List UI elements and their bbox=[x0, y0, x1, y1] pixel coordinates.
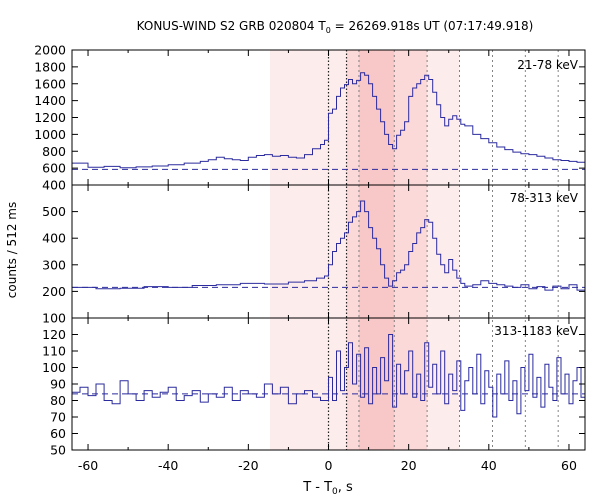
tick-labels: 4006008001000120014001600180020001002003… bbox=[34, 43, 577, 474]
light-curve-2 bbox=[72, 200, 586, 291]
y-tick-label: 1000 bbox=[34, 127, 66, 142]
chart-title: KONUS-WIND S2 GRB 020804 T0 = 26269.918s… bbox=[137, 19, 534, 35]
y-tick-label: 800 bbox=[42, 144, 66, 159]
y-tick-label: 120 bbox=[42, 327, 66, 342]
background-levels bbox=[72, 168, 585, 395]
x-tick-label: -60 bbox=[78, 458, 98, 473]
y-tick-label: 1200 bbox=[34, 110, 66, 125]
y-tick-label: 70 bbox=[50, 410, 66, 425]
y-tick-label: 500 bbox=[42, 204, 66, 219]
x-tick-label: -40 bbox=[158, 458, 178, 473]
y-tick-label: 100 bbox=[42, 311, 66, 326]
y-tick-label: 1600 bbox=[34, 76, 66, 91]
panel-1-energy-label: 21-78 keV bbox=[517, 58, 579, 72]
y-tick-label: 400 bbox=[42, 231, 66, 246]
y-tick-label: 2000 bbox=[34, 43, 66, 58]
panel-3-energy-label: 313-1183 keV bbox=[494, 324, 578, 338]
x-tick-label: -20 bbox=[238, 458, 258, 473]
y-tick-label: 50 bbox=[50, 443, 66, 458]
x-tick-label: 60 bbox=[561, 458, 577, 473]
tick-marks bbox=[72, 49, 585, 451]
y-tick-label: 110 bbox=[42, 344, 66, 359]
x-axis-label: T - T0, s bbox=[302, 480, 353, 497]
y-tick-label: 90 bbox=[50, 377, 66, 392]
y-tick-label: 1400 bbox=[34, 93, 66, 108]
light-curves bbox=[72, 72, 586, 418]
panel-2-energy-label: 78-313 keV bbox=[510, 191, 579, 205]
y-tick-label: 300 bbox=[42, 257, 66, 272]
y-tick-label: 100 bbox=[42, 360, 66, 375]
light-curve-1 bbox=[72, 72, 586, 169]
y-tick-label: 200 bbox=[42, 284, 66, 299]
y-tick-label: 600 bbox=[42, 161, 66, 176]
x-tick-label: 0 bbox=[325, 458, 333, 473]
y-tick-label: 60 bbox=[50, 426, 66, 441]
x-tick-label: 40 bbox=[481, 458, 497, 473]
y-tick-label: 80 bbox=[50, 393, 66, 408]
y-tick-label: 400 bbox=[42, 178, 66, 193]
x-tick-label: 20 bbox=[401, 458, 417, 473]
y-tick-label: 1800 bbox=[34, 59, 66, 74]
y-axis-label: counts / 512 ms bbox=[5, 202, 19, 298]
light-curve-3 bbox=[72, 334, 586, 418]
